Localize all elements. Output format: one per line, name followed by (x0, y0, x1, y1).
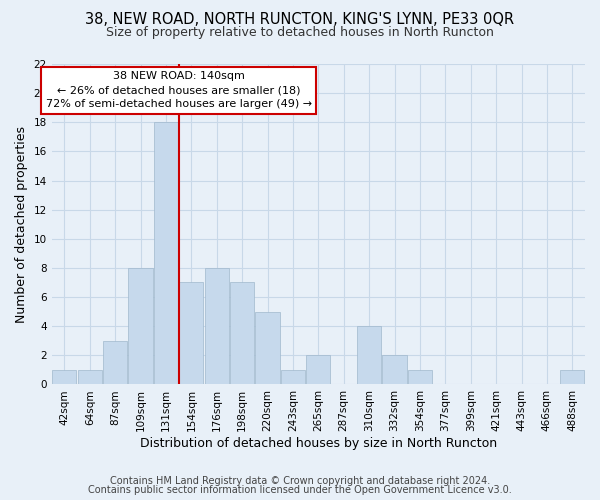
Bar (128, 268, 152, 384)
Text: Size of property relative to detached houses in North Runcton: Size of property relative to detached ho… (106, 26, 494, 39)
Text: Contains public sector information licensed under the Open Government Licence v3: Contains public sector information licen… (88, 485, 512, 495)
Bar (77, 370, 102, 384)
Bar (230, 282, 254, 384)
Bar (382, 356, 407, 384)
Bar (256, 312, 280, 384)
Bar (357, 326, 381, 384)
Bar (179, 282, 203, 384)
Text: 38, NEW ROAD, NORTH RUNCTON, KING'S LYNN, PE33 0QR: 38, NEW ROAD, NORTH RUNCTON, KING'S LYNN… (85, 12, 515, 28)
Bar (52, 370, 76, 384)
Bar (306, 356, 331, 384)
Bar (281, 370, 305, 384)
Text: 38 NEW ROAD: 140sqm  
← 26% of detached houses are smaller (18)
72% of semi-deta: 38 NEW ROAD: 140sqm ← 26% of detached ho… (46, 72, 312, 110)
Bar (205, 268, 229, 384)
Bar (408, 370, 432, 384)
Text: Contains HM Land Registry data © Crown copyright and database right 2024.: Contains HM Land Registry data © Crown c… (110, 476, 490, 486)
X-axis label: Distribution of detached houses by size in North Runcton: Distribution of detached houses by size … (140, 437, 497, 450)
Y-axis label: Number of detached properties: Number of detached properties (15, 126, 28, 322)
Bar (154, 122, 178, 384)
Bar (103, 341, 127, 384)
Bar (560, 370, 584, 384)
